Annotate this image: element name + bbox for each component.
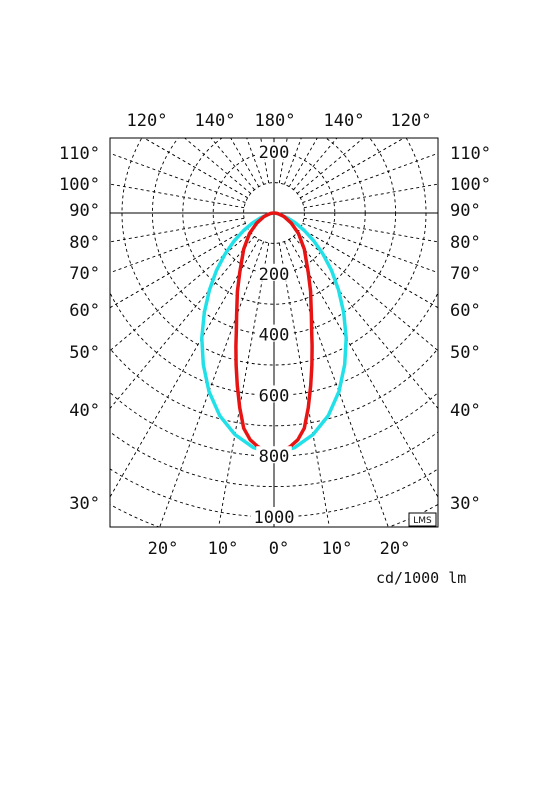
top-angle-label: 140° — [195, 111, 236, 131]
side-angle-label-left: 100° — [59, 175, 100, 195]
grid-spoke — [278, 242, 330, 527]
grid-spoke — [110, 232, 252, 352]
side-angle-label-right: 100° — [450, 175, 491, 195]
side-angle-label-right: 30° — [450, 494, 481, 514]
grid-spoke — [143, 138, 248, 199]
side-angle-label-right: 50° — [450, 343, 481, 363]
grid-spoke — [110, 152, 246, 204]
grid-spoke — [296, 138, 365, 194]
grid-spoke — [110, 235, 255, 410]
grid-spoke — [283, 138, 302, 185]
grid-spoke — [303, 217, 438, 243]
plot-frame — [109, 137, 439, 528]
grid-spoke — [300, 138, 405, 199]
side-angle-label-left: 80° — [69, 233, 100, 253]
radial-label-bg — [256, 142, 292, 160]
grid-spoke — [293, 235, 438, 410]
side-angle-label-left: 30° — [69, 494, 100, 514]
radial-label: 600 — [259, 386, 290, 406]
grid-spoke — [210, 138, 255, 191]
radial-label-bg — [256, 263, 292, 281]
top-angle-labels: 120° 140° 180° 140° 120° — [127, 111, 432, 131]
radial-label-bg — [256, 446, 292, 464]
radial-label-bg — [256, 385, 292, 403]
bottom-angle-label: 20° — [380, 539, 411, 559]
grid-spoke — [246, 138, 265, 185]
radial-label: 1000 — [254, 508, 295, 528]
side-angle-labels: 110° 110° 100° 100° 90° 90° 80° 80° 70° 70° 60° 60°… — [59, 144, 491, 514]
grid-spoke — [183, 138, 252, 194]
side-angle-label-left: 90° — [69, 201, 100, 221]
side-angle-label-right: 80° — [450, 233, 481, 253]
radial-label-bg — [256, 324, 292, 342]
grid-spoke — [303, 183, 438, 209]
bottom-angle-label: 0° — [269, 539, 289, 559]
bottom-angle-label: 10° — [322, 539, 353, 559]
lms-logo-text: LMS — [413, 516, 432, 526]
grid-spoke — [302, 152, 438, 204]
side-angle-label-left: 50° — [69, 343, 100, 363]
radial-label: 400 — [259, 326, 290, 346]
lms-logo: LMS — [408, 512, 437, 527]
unit-label: cd/1000 lm — [376, 569, 466, 587]
grid-spoke — [218, 242, 270, 527]
side-angle-label-left: 40° — [69, 401, 100, 421]
bottom-angle-labels: 20° 10° 0° 10° 20° — [148, 539, 411, 559]
radial-label: 200 — [259, 265, 290, 285]
radial-label: 800 — [259, 447, 290, 467]
top-angle-label: 120° — [127, 111, 168, 131]
radial-labels: 200 200 400 600 800 1000 — [251, 142, 297, 528]
side-angle-label-left: 70° — [69, 264, 100, 284]
side-angle-label-right: 70° — [450, 264, 481, 284]
grid-spoke — [293, 138, 338, 191]
top-angle-label: 140° — [324, 111, 365, 131]
bottom-angle-label: 10° — [208, 539, 239, 559]
side-angle-label-right: 60° — [450, 301, 481, 321]
top-angle-label: 180° — [255, 111, 296, 131]
side-angle-label-right: 40° — [450, 401, 481, 421]
side-angle-label-right: 110° — [450, 144, 491, 164]
side-angle-label-right: 90° — [450, 201, 481, 221]
radial-label: 200 — [259, 143, 290, 163]
grid-spoke — [110, 183, 245, 209]
side-angle-label-left: 110° — [59, 144, 100, 164]
side-angle-label-left: 60° — [69, 301, 100, 321]
top-angle-label: 120° — [391, 111, 432, 131]
bottom-angle-label: 20° — [148, 539, 179, 559]
radial-label-bg — [251, 507, 297, 524]
grid-spoke — [110, 217, 245, 243]
